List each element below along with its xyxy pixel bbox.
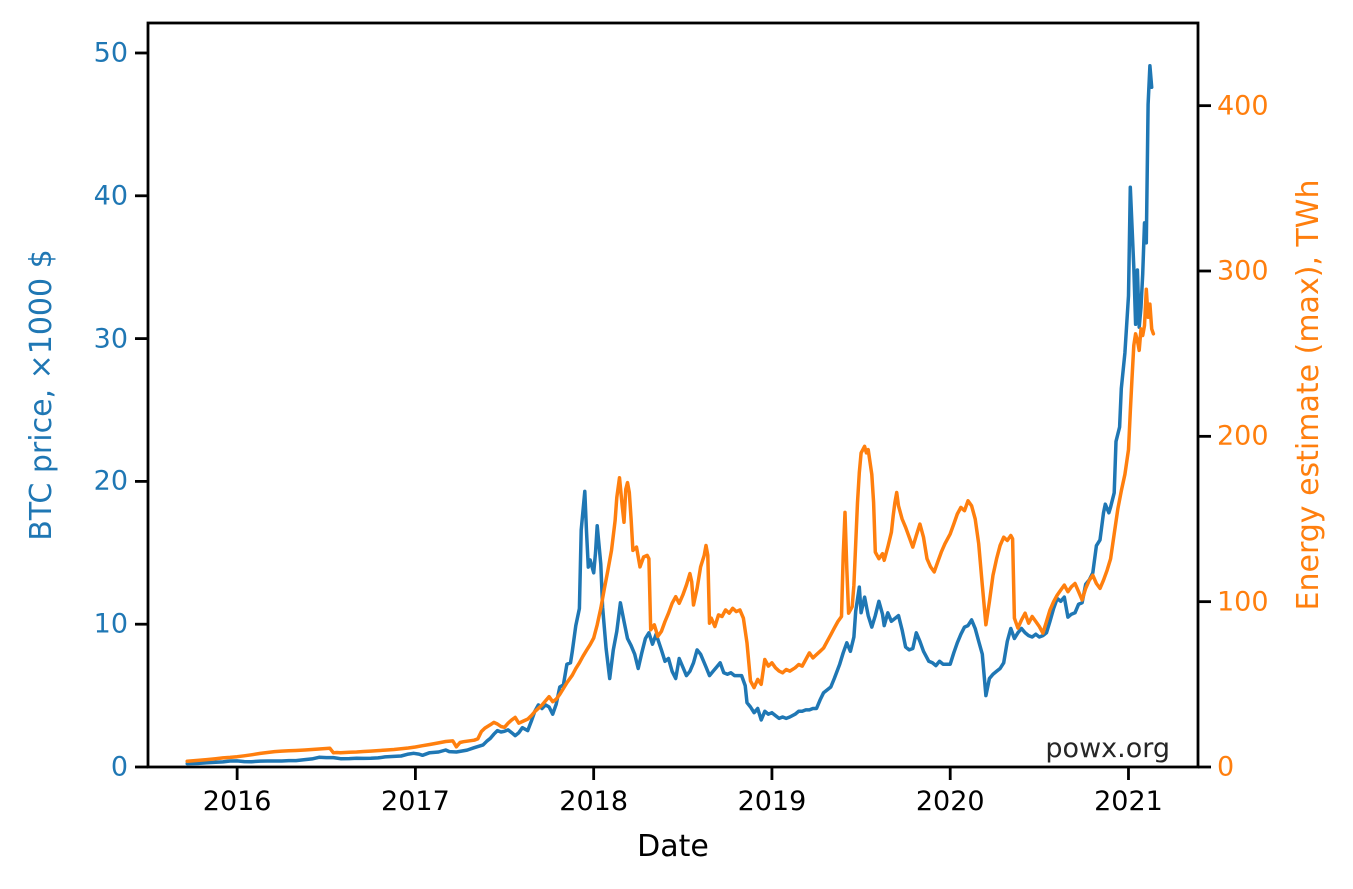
x-axis-label: Date [637, 829, 709, 864]
x-tick-label-2019: 2019 [737, 786, 807, 817]
right-tick-label-400: 400 [1217, 90, 1269, 122]
x-tick-label-2020: 2020 [915, 786, 985, 817]
tick-marks [135, 51, 1211, 780]
watermark-powx-org: powx.org [1045, 733, 1170, 764]
left-tick-label-20: 20 [93, 465, 128, 497]
y-axis-label-left: BTC price, ×1000 $ [24, 249, 59, 541]
x-tick-label-2016: 2016 [202, 786, 272, 817]
left-tick-label-40: 40 [93, 180, 128, 212]
x-tick-label-2021: 2021 [1094, 786, 1163, 817]
x-tick-label-2018: 2018 [559, 786, 629, 817]
energy-estimate-line [185, 287, 1156, 763]
right-tick-label-0: 0 [1217, 751, 1235, 783]
plot-border [146, 21, 1200, 769]
left-tick-label-30: 30 [93, 323, 128, 355]
btc-price-line [185, 64, 1154, 766]
y-axis-label-right: Energy estimate (max), TWh [1291, 179, 1326, 611]
left-tick-label-10: 10 [93, 608, 128, 640]
left-tick-label-0: 0 [110, 751, 128, 783]
x-tick-label-2017: 2017 [381, 786, 450, 817]
right-tick-label-300: 300 [1217, 255, 1269, 287]
right-tick-label-200: 200 [1217, 420, 1269, 452]
left-tick-label-50: 50 [93, 37, 128, 69]
right-tick-label-100: 100 [1217, 586, 1269, 618]
